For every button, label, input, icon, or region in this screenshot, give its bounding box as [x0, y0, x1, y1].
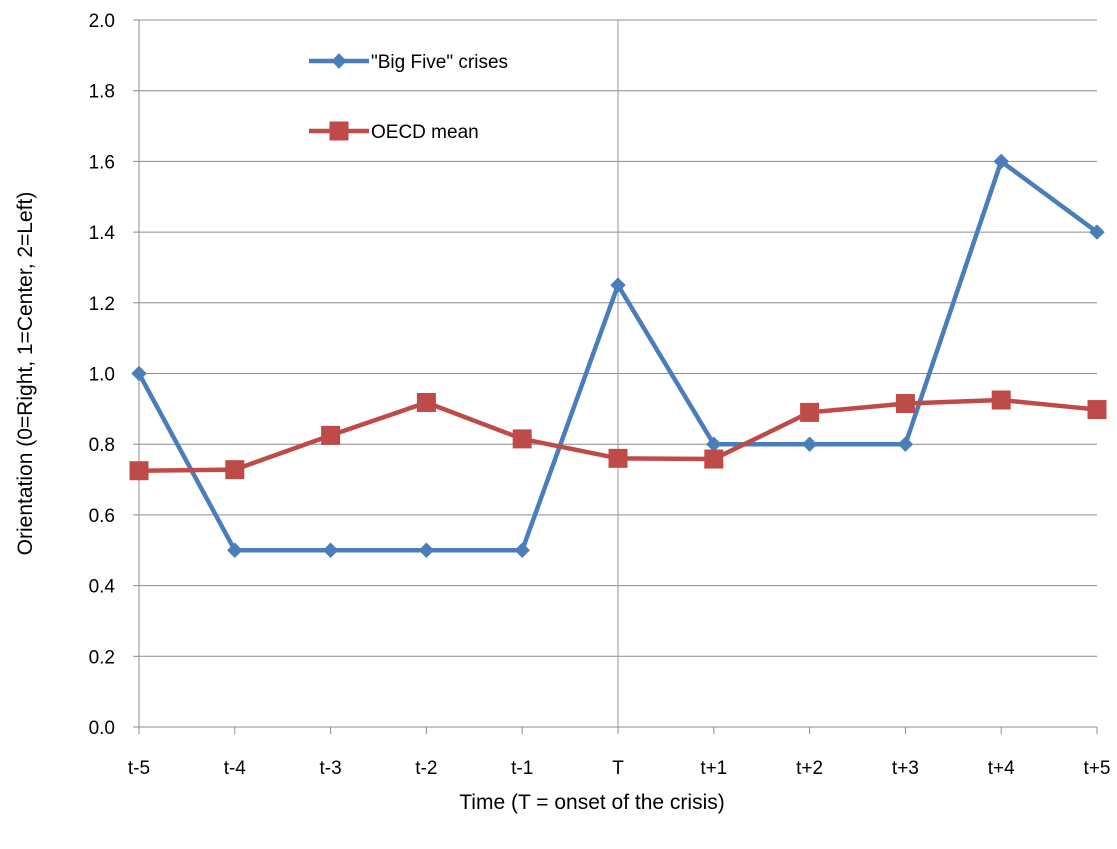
- series-big-five-crises: [131, 153, 1105, 558]
- data-point: [895, 394, 915, 414]
- data-series: [129, 153, 1107, 558]
- y-tick-label: 2.0: [89, 11, 115, 32]
- y-tick-label: 1.6: [89, 152, 115, 173]
- x-axis-title: Time (T = onset of the crisis): [459, 791, 725, 814]
- x-tick-label: t+1: [700, 758, 727, 779]
- y-tick-label: 1.8: [89, 82, 115, 103]
- legend-item: OECD mean: [309, 121, 479, 143]
- y-axis-title: Orientation (0=Right, 1=Center, 2=Left): [14, 192, 37, 556]
- y-tick-label: 1.0: [89, 365, 115, 386]
- y-tick-label: 1.4: [89, 223, 116, 244]
- legend-label: OECD mean: [371, 122, 479, 143]
- gridlines: [139, 19, 1097, 728]
- data-point: [800, 402, 820, 422]
- data-point: [704, 449, 724, 469]
- data-point: [416, 392, 436, 412]
- x-tick-label: t-2: [415, 758, 437, 779]
- x-tick-label: t-5: [128, 758, 150, 779]
- data-point: [801, 436, 818, 452]
- x-tick-label: t-3: [320, 758, 342, 779]
- y-tick-label: 0.6: [89, 506, 115, 527]
- data-point: [1089, 224, 1105, 240]
- series-oecd-mean: [129, 390, 1107, 481]
- y-tick-label: 1.2: [89, 294, 115, 315]
- data-point: [321, 425, 341, 445]
- data-point: [1087, 400, 1107, 420]
- data-point: [322, 542, 339, 558]
- legend-marker: [329, 121, 349, 141]
- data-point: [512, 429, 532, 449]
- x-tick-label: t-1: [511, 758, 533, 779]
- x-tick-label: t+4: [988, 758, 1015, 779]
- legend: "Big Five" crises OECD mean: [309, 52, 508, 143]
- x-tick-label: t+2: [796, 758, 823, 779]
- data-point: [418, 542, 435, 558]
- legend-item: "Big Five" crises: [309, 52, 508, 73]
- data-point: [608, 448, 628, 468]
- data-point: [610, 277, 626, 293]
- data-point: [129, 461, 149, 481]
- data-point: [897, 436, 914, 452]
- data-point: [993, 153, 1009, 170]
- x-tick-label: T: [612, 758, 624, 779]
- data-point: [225, 460, 245, 480]
- data-point: [227, 542, 243, 558]
- axes: 0.0 0.2 0.4 0.6 0.8 1.0 1.2 1.4 1.6 1.8 2.0 t-5 t-4 t…: [89, 11, 1111, 779]
- x-tick-label: t+5: [1084, 758, 1111, 779]
- y-tick-label: 0.0: [89, 718, 115, 739]
- x-tick-label: t-4: [224, 758, 247, 779]
- data-point: [131, 365, 147, 382]
- y-tick-label: 0.8: [89, 435, 115, 456]
- y-tick-label: 0.4: [89, 577, 116, 598]
- data-point: [991, 390, 1011, 410]
- data-point: [514, 542, 530, 558]
- legend-marker: [331, 53, 347, 69]
- legend-label: "Big Five" crises: [371, 52, 508, 73]
- x-tick-label: t+3: [892, 758, 919, 779]
- y-tick-label: 0.2: [89, 647, 115, 668]
